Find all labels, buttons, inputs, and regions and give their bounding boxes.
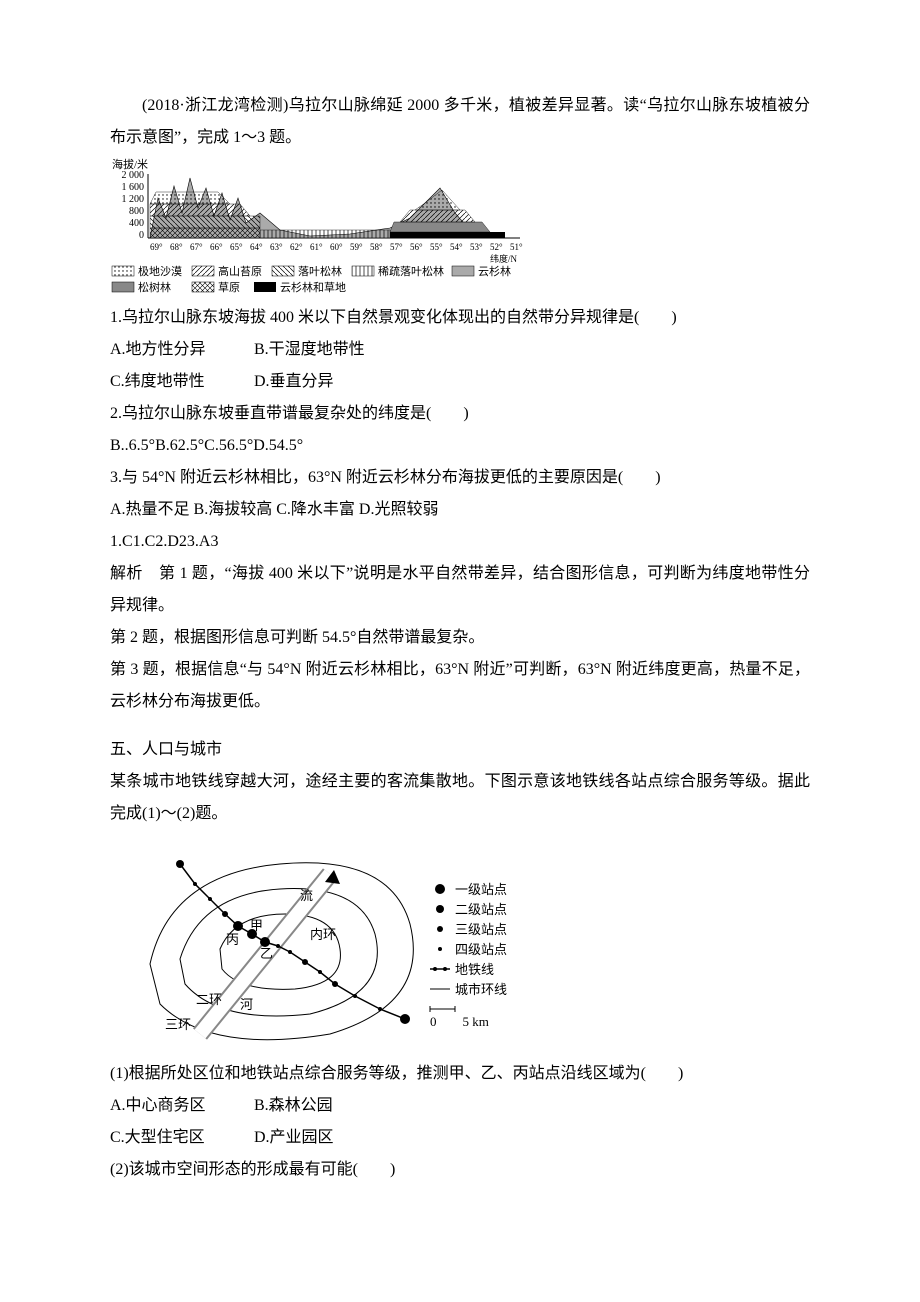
svg-text:内环: 内环 (310, 927, 336, 942)
svg-text:1 600: 1 600 (122, 182, 145, 193)
svg-text:三环: 三环 (165, 1017, 191, 1032)
s5-q1-opt-d: D.产业园区 (254, 1122, 394, 1154)
svg-text:58°: 58° (370, 242, 383, 252)
q3-opts: A.热量不足 B.海拔较高 C.降水丰富 D.光照较弱 (110, 494, 810, 526)
svg-text:59°: 59° (350, 242, 363, 252)
svg-text:四级站点: 四级站点 (455, 942, 507, 957)
q1-opt-b: B.干湿度地带性 (254, 334, 394, 366)
passage1-intro: (2018·浙江龙湾检测)乌拉尔山脉绵延 2000 多千米，植被差异显著。读“乌… (110, 90, 810, 154)
svg-text:丙: 丙 (226, 932, 239, 947)
svg-text:乙: 乙 (260, 946, 273, 961)
q1-opt-c: C.纬度地带性 (110, 366, 250, 398)
svg-text:52°: 52° (490, 242, 503, 252)
svg-text:甲: 甲 (250, 918, 263, 933)
svg-text:57°: 57° (390, 242, 403, 252)
q2-opts: B..6.5°B.62.5°C.56.5°D.54.5° (110, 430, 810, 462)
svg-text:二环: 二环 (196, 992, 222, 1007)
q1-stem: 1.乌拉尔山脉东坡海拔 400 米以下自然景观变化体现出的自然带分异规律是( ) (110, 302, 810, 334)
s5-q1-opt-c: C.大型住宅区 (110, 1122, 250, 1154)
svg-text:2 000: 2 000 (122, 170, 145, 181)
svg-text:56°: 56° (410, 242, 423, 252)
svg-text:纬度/N: 纬度/N (490, 253, 518, 264)
svg-text:69°: 69° (150, 242, 163, 252)
explain-2: 第 2 题，根据图形信息可判断 54.5°自然带谱最复杂。 (110, 622, 810, 654)
q1-opts-row2: C.纬度地带性 D.垂直分异 (110, 366, 810, 398)
svg-text:地铁线: 地铁线 (455, 962, 494, 977)
s5-q1-opt-a: A.中心商务区 (110, 1090, 250, 1122)
svg-text:60°: 60° (330, 242, 343, 252)
svg-text:800: 800 (129, 206, 144, 217)
s5-q1-opts-row2: C.大型住宅区 D.产业园区 (110, 1122, 810, 1154)
s5-q1-opt-b: B.森林公园 (254, 1090, 394, 1122)
svg-text:64°: 64° (250, 242, 263, 252)
s5-q1-stem: (1)根据所处区位和地铁站点综合服务等级，推测甲、乙、丙站点沿线区域为( ) (110, 1058, 810, 1090)
svg-text:城市环线: 城市环线 (455, 982, 507, 997)
answers-line: 1.C1.C2.D23.A3 (110, 526, 810, 558)
svg-text:51°: 51° (510, 242, 523, 252)
svg-text:云杉林和草地: 云杉林和草地 (280, 280, 346, 294)
svg-text:云杉林: 云杉林 (478, 264, 511, 278)
svg-text:63°: 63° (270, 242, 283, 252)
svg-text:二级站点: 二级站点 (455, 902, 507, 917)
section5-intro: 某条城市地铁线穿越大河，途经主要的客流集散地。下图示意该地铁线各站点综合服务等级… (110, 766, 810, 830)
svg-text:65°: 65° (230, 242, 243, 252)
svg-text:1 200: 1 200 (122, 194, 145, 205)
svg-text:53°: 53° (470, 242, 483, 252)
svg-text:0: 0 (139, 230, 144, 241)
metro-map-figure: 甲 乙 丙 内环 流 河 二环 三环 一级站点 二级站点 三级站点 四级站点 地… (110, 834, 810, 1054)
q1-opt-a: A.地方性分异 (110, 334, 250, 366)
svg-text:松树林: 松树林 (138, 280, 171, 294)
section5-heading: 五、人口与城市 (110, 734, 810, 766)
svg-text:极地沙漠: 极地沙漠 (138, 264, 182, 278)
svg-text:河: 河 (240, 997, 253, 1012)
s5-q2-stem: (2)该城市空间形态的形成最有可能( ) (110, 1154, 810, 1186)
svg-text:0 5 km: 0 5 km (430, 1014, 489, 1029)
svg-text:一级站点: 一级站点 (455, 882, 507, 897)
svg-text:66°: 66° (210, 242, 223, 252)
q1-opts-row1: A.地方性分异 B.干湿度地带性 (110, 334, 810, 366)
q2-stem: 2.乌拉尔山脉东坡垂直带谱最复杂处的纬度是( ) (110, 398, 810, 430)
svg-text:高山苔原: 高山苔原 (218, 264, 262, 278)
svg-text:落叶松林: 落叶松林 (298, 264, 342, 278)
q1-opt-d: D.垂直分异 (254, 366, 394, 398)
s5-q1-opts-row1: A.中心商务区 B.森林公园 (110, 1090, 810, 1122)
ural-vegetation-chart: 海拔/米 2 000 1 600 1 200 800 400 0 69° 68°… (110, 158, 810, 298)
svg-text:55°: 55° (430, 242, 443, 252)
explain-3: 第 3 题，根据信息“与 54°N 附近云杉林相比，63°N 附近”可判断，63… (110, 654, 810, 718)
svg-text:68°: 68° (170, 242, 183, 252)
svg-text:62°: 62° (290, 242, 303, 252)
svg-text:三级站点: 三级站点 (455, 922, 507, 937)
svg-text:草原: 草原 (218, 281, 240, 294)
svg-text:400: 400 (129, 218, 144, 229)
svg-text:54°: 54° (450, 242, 463, 252)
svg-text:流: 流 (300, 888, 313, 903)
svg-text:61°: 61° (310, 242, 323, 252)
explain-1: 解析 第 1 题，“海拔 400 米以下”说明是水平自然带差异，结合图形信息，可… (110, 558, 810, 622)
svg-text:67°: 67° (190, 242, 203, 252)
svg-text:稀疏落叶松林: 稀疏落叶松林 (378, 264, 444, 278)
q3-stem: 3.与 54°N 附近云杉林相比，63°N 附近云杉林分布海拔更低的主要原因是(… (110, 462, 810, 494)
